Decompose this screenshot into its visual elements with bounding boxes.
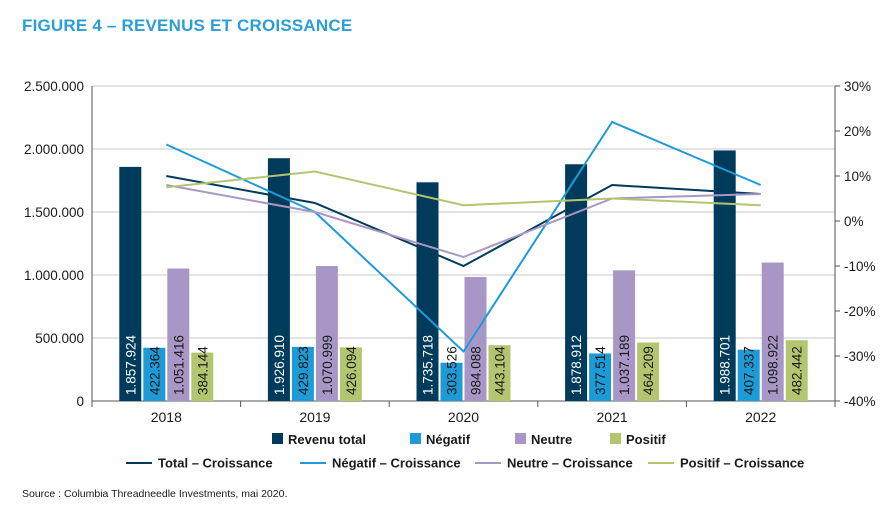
- y-tick-label: 2.000.000: [24, 142, 84, 157]
- x-tick-label: 2018: [151, 409, 182, 425]
- bar-n-gatif: [440, 362, 463, 401]
- bar-neutre: [167, 268, 190, 401]
- bar-value-label: 464.209: [641, 346, 656, 395]
- legend-swatch: [410, 433, 421, 444]
- bar-value-label: 429.823: [296, 346, 311, 395]
- bar-value-label: 377.514: [593, 346, 608, 395]
- bar-revenu-total: [416, 182, 439, 401]
- growth-line: [166, 175, 761, 268]
- y-tick-label: 500.000: [35, 331, 84, 346]
- bar-neutre: [315, 266, 338, 401]
- bar-positif: [191, 352, 214, 401]
- legend-label: Positif: [626, 432, 666, 447]
- bar-value-label: 443.104: [493, 346, 508, 395]
- y-tick-label: 2.500.000: [24, 79, 84, 94]
- bar-positif: [339, 347, 362, 401]
- y-tick-label: 0: [76, 394, 84, 409]
- bar-value-label: 426.094: [344, 346, 359, 395]
- bar-value-label: 1.098.922: [766, 335, 781, 395]
- y2-tick-label: -20%: [844, 304, 876, 319]
- y2-tick-label: -10%: [844, 259, 876, 274]
- legend-label: Négatif: [426, 432, 471, 447]
- bar-value-label: 1.926.910: [272, 335, 287, 395]
- bar-positif: [785, 340, 808, 401]
- x-tick-label: 2020: [448, 409, 479, 425]
- bar-value-label: 1.857.924: [123, 334, 138, 395]
- x-tick-label: 2019: [299, 409, 330, 425]
- growth-line: [166, 170, 761, 207]
- y2-tick-label: 30%: [844, 79, 871, 94]
- bar-n-gatif: [737, 349, 760, 401]
- y2-tick-label: -30%: [844, 349, 876, 364]
- bar-revenu-total: [267, 158, 290, 401]
- bar-neutre: [464, 277, 487, 401]
- legend-swatch: [272, 433, 283, 444]
- growth-line: [165, 120, 762, 354]
- y2-tick-label: -40%: [844, 394, 876, 409]
- bar-neutre: [613, 270, 636, 401]
- bar-neutre: [761, 262, 784, 401]
- bar-positif: [488, 345, 511, 401]
- bar-value-label: 422.364: [147, 346, 162, 395]
- bar-value-label: 303.526: [445, 346, 460, 395]
- legend-label: Positif – Croissance: [680, 456, 804, 471]
- x-tick-label: 2021: [597, 409, 628, 425]
- bar-revenu-total: [713, 150, 736, 401]
- bar-revenu-total: [119, 166, 142, 401]
- legend-label: Total – Croissance: [158, 456, 273, 471]
- source-note: Source : Columbia Threadneedle Investmen…: [22, 488, 288, 500]
- chart-title: FIGURE 4 – REVENUS ET CROISSANCE: [22, 16, 353, 35]
- legend-label: Revenu total: [288, 432, 366, 447]
- bar-value-label: 1.735.718: [421, 335, 436, 395]
- legend-swatch: [610, 433, 621, 444]
- legend-label: Négatif – Croissance: [332, 456, 461, 471]
- x-tick-label: 2022: [745, 409, 776, 425]
- bar-value-label: 1.037.189: [617, 335, 632, 395]
- bar-positif: [637, 342, 660, 401]
- growth-line: [166, 184, 761, 259]
- bar-value-label: 407.337: [742, 346, 757, 395]
- y2-tick-label: 10%: [844, 169, 871, 184]
- y2-tick-label: 20%: [844, 124, 871, 139]
- bar-value-label: 1.878.912: [569, 335, 584, 395]
- y-tick-label: 1.000.000: [24, 268, 84, 283]
- bar-n-gatif: [143, 347, 166, 401]
- bar-value-label: 482.442: [790, 346, 805, 395]
- y-tick-label: 1.500.000: [24, 205, 84, 220]
- y2-tick-label: 0%: [844, 214, 864, 229]
- bar-value-label: 1.051.416: [171, 335, 186, 395]
- legend-swatch: [515, 433, 526, 444]
- bar-value-label: 384.144: [195, 346, 210, 395]
- bar-value-label: 1.070.999: [320, 335, 335, 395]
- legend-label: Neutre: [531, 432, 572, 447]
- bar-n-gatif: [589, 353, 612, 401]
- bar-n-gatif: [291, 346, 314, 401]
- bar-value-label: 984.088: [469, 346, 484, 395]
- bar-revenu-total: [565, 164, 588, 401]
- legend-label: Neutre – Croissance: [507, 456, 633, 471]
- bar-value-label: 1.988.701: [718, 335, 733, 395]
